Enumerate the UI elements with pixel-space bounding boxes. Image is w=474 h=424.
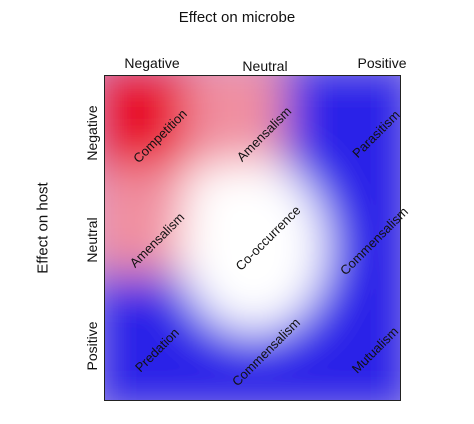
matrix-center-glow xyxy=(179,160,328,334)
column-label-negative: Negative xyxy=(124,55,180,71)
row-label-positive: Positive xyxy=(84,321,100,371)
host-axis-title: Effect on host xyxy=(34,182,52,274)
column-label-positive: Positive xyxy=(357,55,407,71)
row-label-neutral: Neutral xyxy=(84,217,100,263)
row-label-negative: Negative xyxy=(84,105,100,161)
matrix-gradient-background xyxy=(105,76,400,400)
microbe-axis-title: Effect on microbe xyxy=(178,9,296,26)
column-label-neutral: Neutral xyxy=(242,58,288,74)
interaction-matrix xyxy=(104,75,401,401)
